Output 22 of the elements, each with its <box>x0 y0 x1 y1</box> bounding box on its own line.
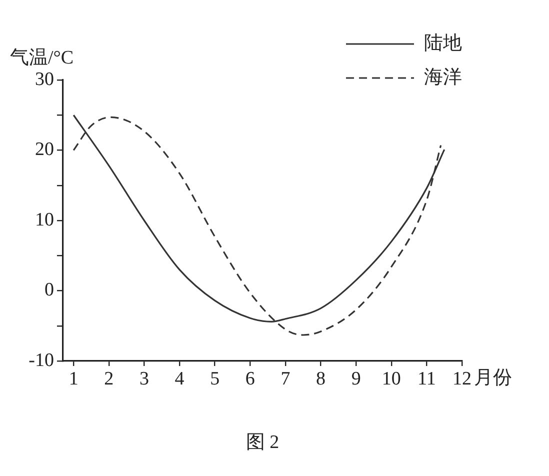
y-tick-label: 10 <box>35 209 54 230</box>
y-tick-label: 30 <box>35 68 54 90</box>
x-tick-label: 10 <box>382 368 401 390</box>
legend-label: 海洋 <box>424 66 462 88</box>
x-tick-label: 2 <box>104 368 114 390</box>
y-tick-label: 20 <box>35 139 54 160</box>
y-axis-title: 气温/°C <box>10 47 74 68</box>
x-tick-label: 6 <box>245 368 255 390</box>
x-tick-label: 4 <box>174 368 185 390</box>
x-tick-label: 1 <box>68 368 78 390</box>
caption: 图 2 <box>246 432 280 453</box>
x-tick-label: 9 <box>351 368 361 390</box>
y-tick-label: 0 <box>44 280 54 301</box>
legend-label: 陆地 <box>424 32 462 54</box>
x-tick-label: 11 <box>418 368 436 390</box>
x-tick-label: 12 <box>452 368 472 390</box>
x-tick-label: 5 <box>210 368 220 390</box>
x-tick-label: 8 <box>316 368 326 390</box>
x-tick-label: 3 <box>139 368 149 390</box>
x-tick-label: 7 <box>280 368 290 390</box>
x-axis-title: 月份 <box>474 367 512 388</box>
y-tick-label: -10 <box>28 350 54 371</box>
